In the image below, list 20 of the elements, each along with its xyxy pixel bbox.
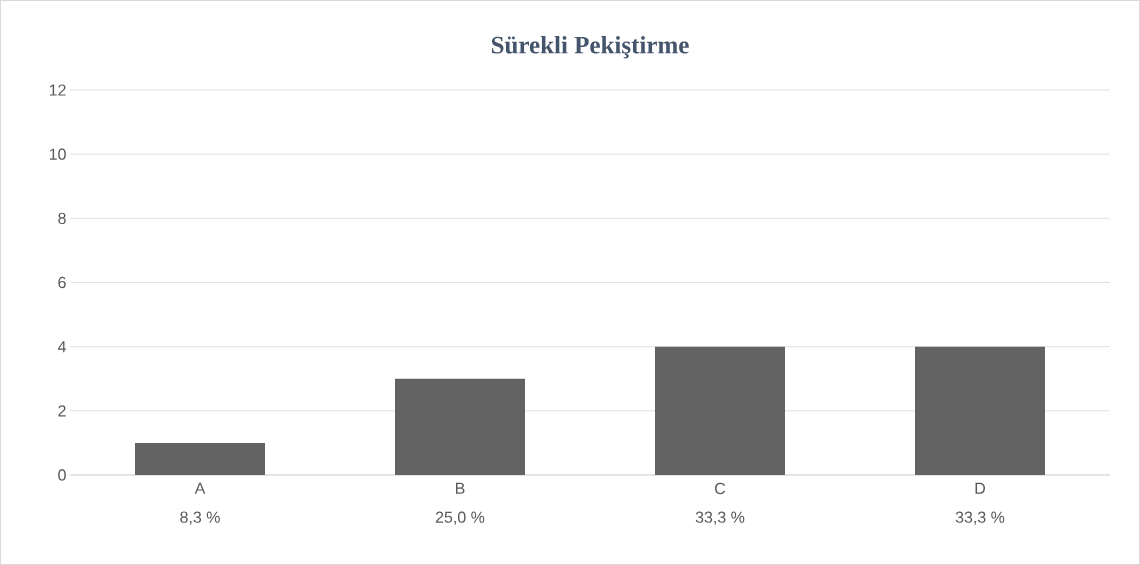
x-tick-label: B	[455, 482, 465, 494]
text: 25,0 %	[435, 511, 485, 525]
y-tick-label: 2	[58, 405, 66, 417]
x-tick-label: C	[715, 482, 726, 495]
y-tick-label: 0	[58, 469, 66, 481]
text: 8,3 %	[180, 511, 220, 525]
y-tick-label: 10	[49, 148, 66, 160]
chart-title: Sürekli Pekiştirme	[491, 35, 689, 59]
y-tick-label: 8	[58, 212, 66, 224]
text: 33,3 %	[695, 511, 745, 525]
bar	[135, 442, 265, 475]
y-tick-label: 12	[49, 84, 66, 96]
bar	[654, 346, 785, 475]
y-tick-label: 4	[57, 341, 66, 353]
x-tick-label: A	[194, 482, 206, 494]
text: 33,3 %	[955, 511, 1005, 525]
x-tick-label: D	[975, 482, 986, 494]
bar	[914, 346, 1045, 475]
y-tick-label: 6	[58, 276, 66, 289]
bar	[395, 378, 525, 475]
